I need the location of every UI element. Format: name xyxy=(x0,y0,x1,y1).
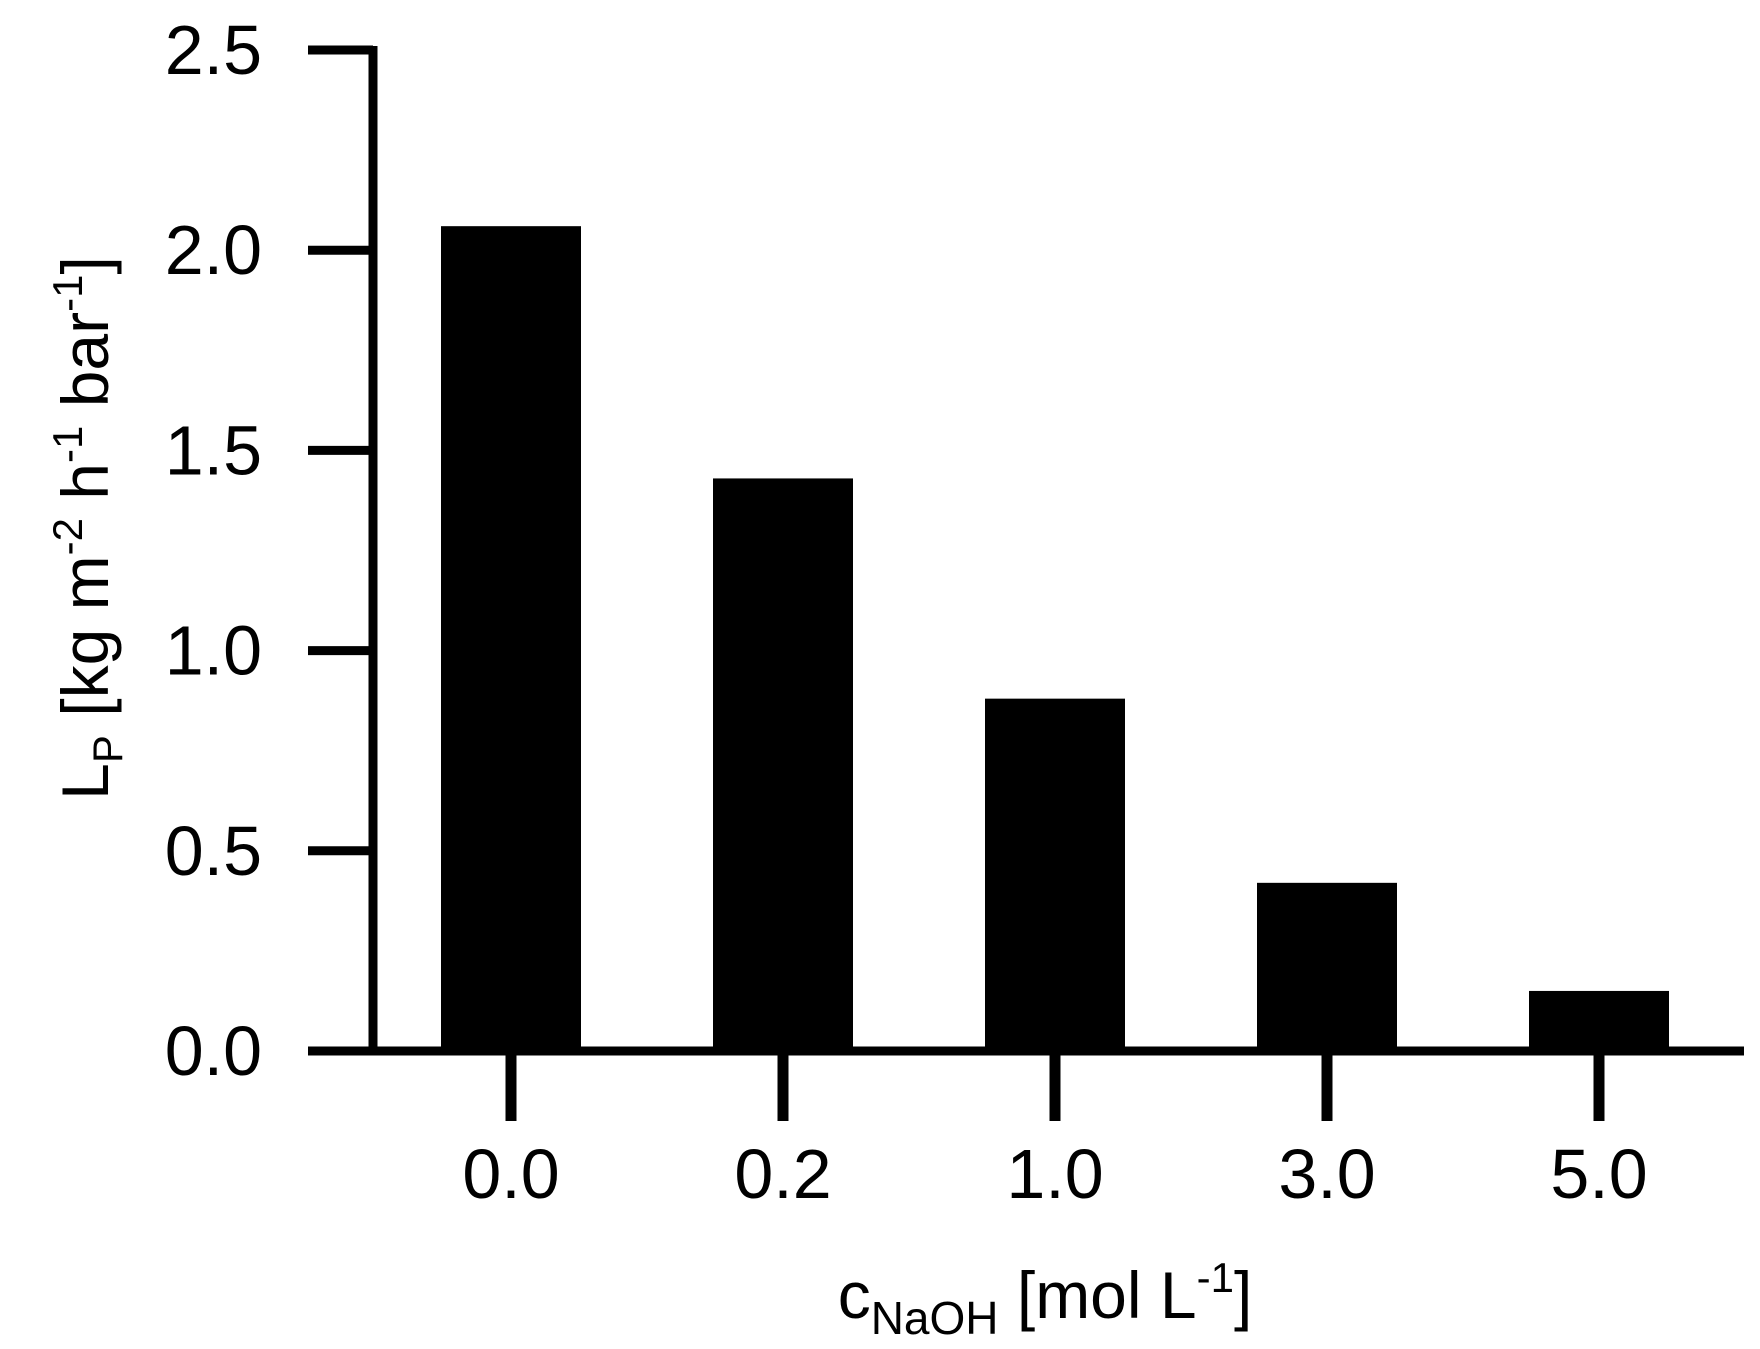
x-axis-label-sup: -1 xyxy=(1197,1254,1234,1301)
y-tick-label: 0.0 xyxy=(165,1012,262,1090)
x-axis-label-sub: NaOH xyxy=(871,1292,999,1344)
x-tick-label: 3.0 xyxy=(1278,1135,1375,1213)
bar xyxy=(1257,882,1397,1051)
y-axis-label-rest: [kg m xyxy=(48,555,122,735)
x-axis-label-rest: [mol L xyxy=(999,1258,1197,1332)
x-axis-label-main: c xyxy=(838,1258,871,1332)
y-axis-label-main: L xyxy=(48,763,122,800)
y-axis: 0.0 0.5 1.0 1.5 2.0 2.5 xyxy=(165,11,378,1090)
bar xyxy=(1529,990,1669,1051)
y-axis-label-sub: P xyxy=(84,735,131,763)
y-axis-label: LP [kg m-2 h-1 bar-1] xyxy=(44,256,131,800)
y-axis-label-mid1: h xyxy=(48,463,122,518)
y-axis-label-sup1: -2 xyxy=(44,518,91,555)
bars xyxy=(441,226,1669,1052)
y-tick-label: 1.5 xyxy=(165,411,262,489)
y-tick-label: 2.0 xyxy=(165,211,262,289)
x-axis: 0.0 0.2 1.0 3.0 5.0 xyxy=(308,1046,1744,1213)
x-tick-label: 0.0 xyxy=(462,1135,559,1213)
x-axis-label-end: ] xyxy=(1234,1258,1252,1332)
y-tick-label: 0.5 xyxy=(165,812,262,890)
x-tick-label: 5.0 xyxy=(1550,1135,1647,1213)
y-tick-label: 1.0 xyxy=(165,612,262,690)
x-tick-label: 0.2 xyxy=(734,1135,831,1213)
bar xyxy=(985,698,1125,1051)
y-axis-label-sup3: -1 xyxy=(44,275,91,312)
bar xyxy=(441,226,581,1051)
bar xyxy=(713,478,853,1052)
y-tick-label: 2.5 xyxy=(165,11,262,89)
y-axis-label-sup2: -1 xyxy=(44,426,91,463)
y-axis-label-mid2: bar xyxy=(48,312,122,426)
y-axis-label-end: ] xyxy=(48,256,122,274)
x-tick-label: 1.0 xyxy=(1006,1135,1103,1213)
x-axis-label: cNaOH [mol L-1] xyxy=(838,1254,1253,1344)
